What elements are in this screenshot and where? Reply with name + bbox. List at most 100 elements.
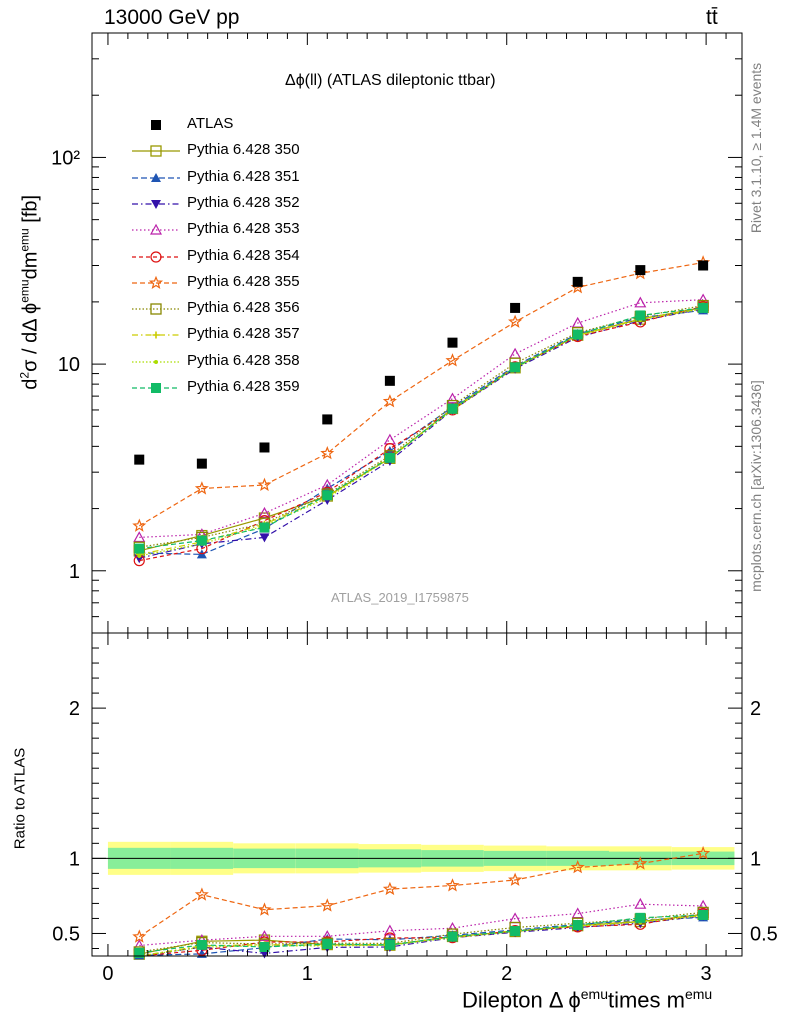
- data-point: [134, 454, 145, 465]
- data-point: [508, 872, 523, 886]
- rivet-label: Rivet 3.1.10, ≥ 1.4M events: [748, 62, 764, 234]
- legend-entry: Pythia 6.428 356: [130, 296, 430, 322]
- legend-label: Pythia 6.428 350: [187, 141, 300, 159]
- legend-entry: Pythia 6.428 352: [130, 191, 430, 217]
- data-point: [445, 878, 460, 892]
- data-point: [697, 899, 710, 911]
- y-tick-label: 1: [69, 561, 80, 583]
- data-point: [446, 392, 459, 404]
- data-point: [508, 314, 523, 328]
- legend-swatch: [132, 145, 180, 157]
- legend-label: Pythia 6.428 356: [187, 299, 300, 317]
- series-line: [139, 305, 704, 562]
- ratio-line: [139, 914, 704, 954]
- series-line: [139, 307, 704, 555]
- series-Pythia-6428-359: [134, 302, 709, 554]
- y-tick-label: 10²: [51, 147, 80, 169]
- main-panel-series: [132, 255, 711, 567]
- data-point: [134, 947, 145, 958]
- ratio-line: [139, 915, 704, 957]
- data-point: [322, 414, 333, 425]
- series-ATLAS: [134, 260, 709, 469]
- ratio-axis-label: Ratio to ATLAS: [11, 747, 29, 850]
- data-point: [696, 845, 711, 860]
- legend-entry: Pythia 6.428 357: [130, 322, 430, 348]
- series-line: [139, 299, 704, 538]
- legend-label: Pythia 6.428 355: [187, 272, 300, 290]
- data-point: [150, 250, 162, 263]
- mcplots-label: mcplots.cern.ch [arXiv:1306.3436]: [748, 380, 764, 592]
- ratio-tick-label-right: 1: [750, 848, 761, 870]
- data-point: [572, 329, 583, 340]
- data-point: [322, 490, 333, 501]
- data-point: [257, 902, 272, 916]
- data-point: [445, 353, 460, 367]
- ratio-tick-label-right: 0.5: [750, 923, 778, 945]
- legend-swatch: [132, 223, 180, 235]
- data-point: [698, 302, 709, 313]
- ratio-line: [139, 914, 704, 957]
- legend-swatch: [132, 250, 180, 263]
- legend-entry: Pythia 6.428 359: [130, 375, 430, 401]
- energy-label: 13000 GeV pp: [104, 6, 240, 29]
- data-point: [150, 145, 162, 157]
- data-point: [383, 924, 396, 936]
- x-tick-label: 3: [701, 963, 712, 985]
- legend-entry: Pythia 6.428 353: [130, 217, 430, 243]
- data-point: [151, 199, 161, 209]
- data-point: [194, 887, 209, 901]
- series-line: [138, 262, 704, 527]
- series-Pythia-6428-355: [132, 255, 711, 532]
- legend-label: Pythia 6.428 354: [187, 246, 300, 264]
- x-tick-label: 2: [501, 963, 512, 985]
- data-point: [572, 276, 583, 287]
- series-line: [139, 308, 704, 557]
- data-point: [634, 897, 647, 909]
- data-point: [322, 938, 333, 949]
- data-point: [383, 433, 396, 445]
- data-point: [149, 223, 163, 235]
- data-point: [154, 359, 158, 364]
- series-line: [139, 307, 704, 550]
- legend-entry: Pythia 6.428 350: [130, 138, 430, 164]
- process-label: tt̄: [706, 6, 718, 29]
- chart-title: Δϕ(ll) (ATLAS dileptonic ttbar): [285, 72, 496, 89]
- legend-swatch: [151, 120, 161, 130]
- legend-label: ATLAS: [187, 115, 234, 132]
- data-point: [635, 265, 646, 276]
- legend-label: Pythia 6.428 359: [187, 378, 300, 395]
- data-point: [259, 533, 270, 543]
- data-point: [133, 531, 146, 543]
- x-tick-label: 1: [302, 963, 313, 985]
- data-point: [570, 860, 585, 874]
- data-point: [151, 172, 161, 182]
- data-point: [382, 394, 397, 408]
- ratio-tick-label: 1: [69, 848, 80, 870]
- data-point: [382, 881, 397, 896]
- ratio-tick-label: 2: [69, 698, 80, 720]
- data-point: [509, 347, 522, 359]
- ratio-panel-series: [132, 845, 711, 960]
- data-point: [635, 310, 646, 321]
- y-tick-label: 10: [58, 354, 80, 376]
- x-axis-label: Dilepton Δ ϕemutimes memu: [462, 986, 713, 1013]
- data-point: [447, 931, 458, 942]
- legend-label: Pythia 6.428 358: [187, 351, 300, 369]
- data-point: [634, 296, 647, 308]
- legend-swatch: [132, 199, 180, 209]
- data-point: [384, 939, 395, 950]
- y-axis-label: d2σ / dΔ ϕemudmemu [fb]: [17, 194, 42, 390]
- legend-entry: ATLAS: [130, 112, 430, 138]
- data-point: [196, 939, 207, 950]
- data-point: [320, 898, 335, 912]
- data-point: [635, 912, 646, 923]
- ratio-line: [139, 915, 704, 957]
- data-point: [196, 458, 207, 469]
- data-point: [151, 383, 161, 393]
- data-point: [152, 331, 160, 339]
- ratio-uncertainty-bands: [92, 841, 742, 875]
- legend-entry: Pythia 6.428 358: [130, 349, 430, 375]
- data-point: [698, 260, 709, 271]
- data-point: [151, 120, 161, 130]
- data-point: [320, 445, 335, 460]
